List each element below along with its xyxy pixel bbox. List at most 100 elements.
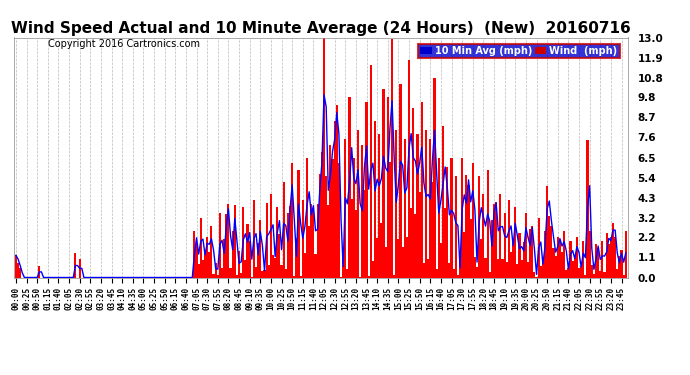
Bar <box>391 39 393 278</box>
Bar <box>614 237 616 278</box>
Bar <box>342 256 344 278</box>
Bar <box>340 277 342 278</box>
Bar <box>313 208 315 278</box>
Bar <box>351 199 353 278</box>
Bar <box>622 274 624 278</box>
Bar <box>486 170 489 278</box>
Bar <box>472 163 474 278</box>
Bar <box>540 266 542 278</box>
Bar <box>372 261 374 278</box>
Bar <box>497 259 500 278</box>
Bar <box>423 264 425 278</box>
Bar <box>529 230 531 278</box>
Bar <box>484 258 486 278</box>
Bar <box>359 277 362 278</box>
Bar <box>599 271 602 278</box>
Bar <box>204 250 206 278</box>
Bar <box>489 272 491 278</box>
Bar <box>412 108 415 278</box>
Bar <box>500 194 502 278</box>
Bar <box>285 269 287 278</box>
Bar <box>366 102 368 278</box>
Bar <box>506 262 508 278</box>
Bar <box>393 275 395 278</box>
Bar <box>215 263 217 278</box>
Bar <box>17 263 19 278</box>
Bar <box>516 264 518 278</box>
Bar <box>415 214 417 278</box>
Bar <box>442 126 444 278</box>
Bar <box>293 276 295 278</box>
Bar <box>240 273 242 278</box>
Bar <box>238 251 240 278</box>
Bar <box>257 243 259 278</box>
Text: Copyright 2016 Cartronics.com: Copyright 2016 Cartronics.com <box>48 39 200 50</box>
Bar <box>15 255 17 278</box>
Bar <box>338 163 340 278</box>
Bar <box>376 238 378 278</box>
Bar <box>319 174 321 278</box>
Bar <box>268 265 270 278</box>
Bar <box>270 194 272 278</box>
Bar <box>368 276 370 278</box>
Bar <box>589 231 591 278</box>
Bar <box>208 252 210 278</box>
Bar <box>370 65 372 278</box>
Bar <box>333 121 336 278</box>
Bar <box>504 213 506 278</box>
Bar <box>555 256 557 278</box>
Bar <box>549 216 551 278</box>
Title: Wind Speed Actual and 10 Minute Average (24 Hours)  (New)  20160716: Wind Speed Actual and 10 Minute Average … <box>11 21 631 36</box>
Bar <box>283 182 285 278</box>
Bar <box>463 232 465 278</box>
Bar <box>578 268 580 278</box>
Bar <box>480 239 482 278</box>
Bar <box>362 145 364 278</box>
Bar <box>584 275 586 278</box>
Bar <box>593 274 595 278</box>
Bar <box>353 158 355 278</box>
Bar <box>551 226 553 278</box>
Bar <box>197 264 199 278</box>
Bar <box>453 269 455 278</box>
Bar <box>329 145 331 278</box>
Bar <box>395 130 397 278</box>
Bar <box>232 231 234 278</box>
Bar <box>419 192 421 278</box>
Bar <box>264 270 266 278</box>
Bar <box>289 206 291 278</box>
Bar <box>444 208 446 278</box>
Bar <box>618 256 620 278</box>
Bar <box>427 259 429 278</box>
Bar <box>510 252 512 278</box>
Bar <box>374 121 376 278</box>
Bar <box>397 239 400 278</box>
Bar <box>569 241 571 278</box>
Bar <box>591 265 593 278</box>
Bar <box>597 248 599 278</box>
Bar <box>317 204 319 278</box>
Bar <box>206 237 208 278</box>
Bar <box>535 277 538 278</box>
Bar <box>75 254 77 278</box>
Bar <box>404 139 406 278</box>
Bar <box>518 233 520 278</box>
Bar <box>223 239 225 278</box>
Bar <box>384 247 386 278</box>
Bar <box>400 84 402 278</box>
Legend: 10 Min Avg (mph), Wind  (mph): 10 Min Avg (mph), Wind (mph) <box>417 44 620 58</box>
Bar <box>425 130 427 278</box>
Bar <box>559 240 561 278</box>
Bar <box>336 105 338 278</box>
Bar <box>586 140 589 278</box>
Bar <box>576 237 578 278</box>
Bar <box>604 272 606 278</box>
Bar <box>408 60 410 278</box>
Bar <box>616 269 618 278</box>
Bar <box>382 89 384 278</box>
Bar <box>278 234 280 278</box>
Bar <box>512 239 514 278</box>
Bar <box>476 267 478 278</box>
Bar <box>364 190 366 278</box>
Bar <box>242 207 244 278</box>
